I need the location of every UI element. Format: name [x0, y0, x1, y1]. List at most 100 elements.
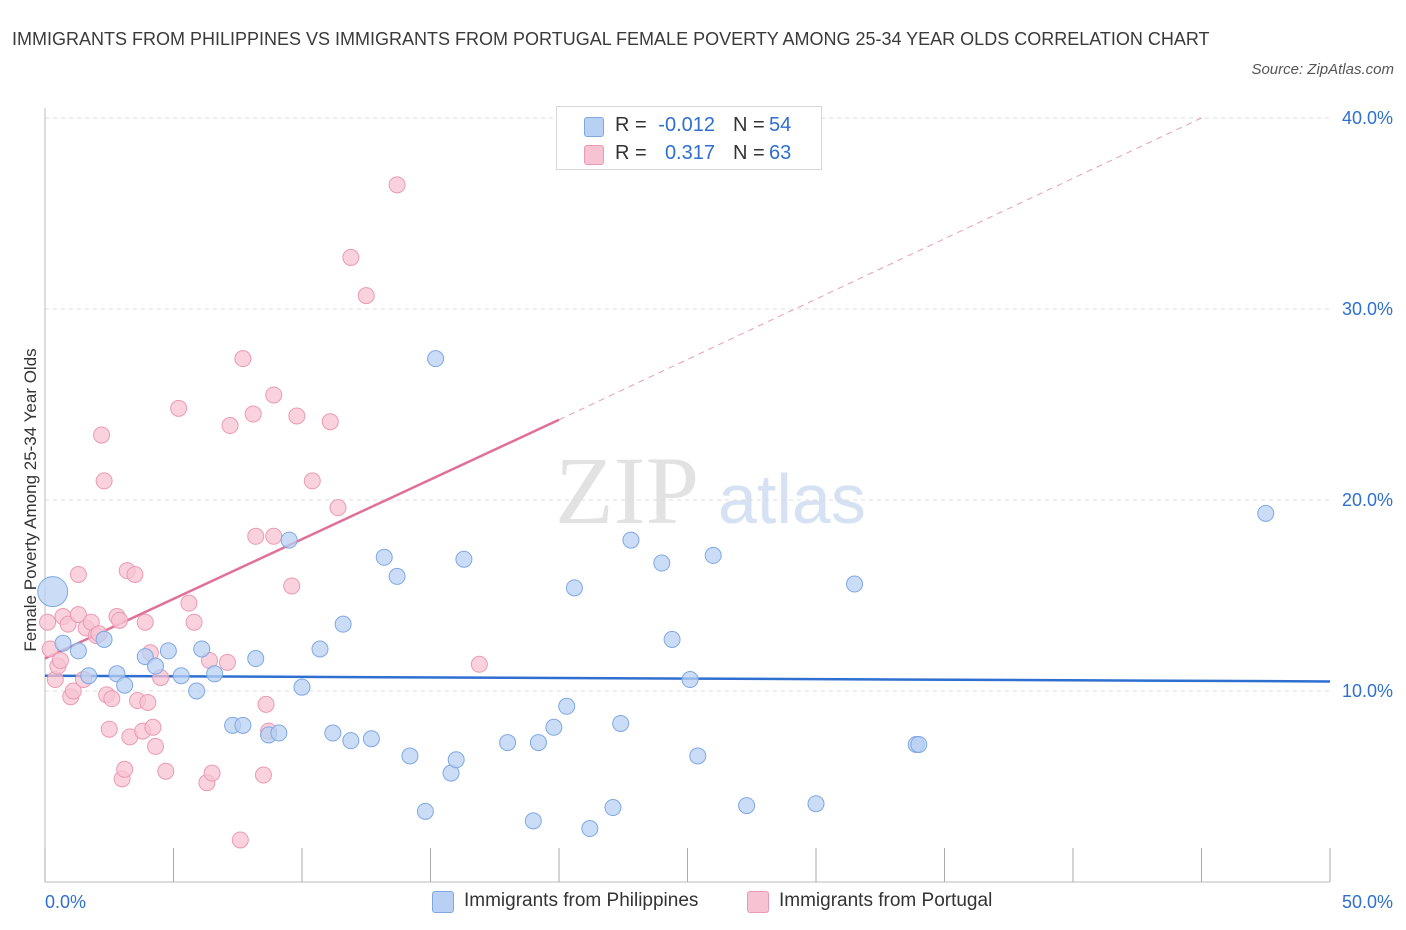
n-label: N =: [733, 142, 765, 164]
point-philippines: [311, 640, 329, 658]
point-portugal: [247, 527, 265, 545]
point-philippines: [499, 734, 517, 752]
watermark: ZIP atlas: [555, 437, 866, 544]
n-value: 54: [769, 114, 792, 136]
point-portugal: [69, 606, 87, 624]
point-philippines: [159, 642, 177, 660]
point-philippines: [846, 575, 864, 593]
point-philippines: [689, 747, 707, 765]
r-value: 0.317: [664, 142, 715, 164]
point-philippines: [545, 718, 563, 736]
point-philippines: [172, 667, 190, 685]
portugal-legend-swatch: [747, 891, 769, 913]
point-portugal: [111, 611, 129, 629]
point-philippines: [375, 548, 393, 566]
point-portugal: [470, 655, 488, 673]
point-philippines: [80, 667, 98, 685]
point-philippines: [188, 682, 206, 700]
point-philippines: [416, 802, 434, 820]
y-tick-label: 20.0%: [1342, 490, 1393, 510]
point-philippines: [1257, 504, 1275, 522]
point-portugal: [303, 472, 321, 490]
point-philippines: [293, 678, 311, 696]
point-portugal: [265, 527, 283, 545]
point-philippines: [738, 797, 756, 815]
watermark-atlas: atlas: [718, 460, 866, 538]
point-portugal: [144, 718, 162, 736]
point-portugal: [69, 565, 87, 583]
point-philippines: [704, 546, 722, 564]
point-portugal: [136, 613, 154, 631]
portugal-swatch: [584, 145, 604, 165]
axes: [44, 108, 1331, 883]
point-philippines: [581, 820, 599, 838]
point-portugal: [39, 613, 57, 631]
stats-row-philippines: R = -0.012 N = 54: [557, 111, 821, 139]
point-philippines: [234, 716, 252, 734]
point-portugal: [342, 248, 360, 266]
data-points: [37, 176, 1275, 849]
point-portugal: [254, 766, 272, 784]
y-tick-label: 10.0%: [1342, 681, 1393, 701]
point-portugal: [185, 613, 203, 631]
n-label: N =: [733, 114, 765, 136]
point-portugal: [283, 577, 301, 595]
point-philippines: [612, 714, 630, 732]
x-tick-label: 50.0%: [1342, 892, 1393, 912]
series-legend: Immigrants from Philippines Immigrants f…: [0, 888, 1406, 916]
point-philippines: [247, 650, 265, 668]
point-portugal: [139, 693, 157, 711]
y-tick-label: 30.0%: [1342, 299, 1393, 319]
point-philippines: [663, 630, 681, 648]
point-philippines: [342, 732, 360, 750]
point-philippines: [604, 799, 622, 817]
stats-row-portugal: R = 0.317 N = 63: [557, 139, 821, 167]
point-portugal: [234, 350, 252, 368]
point-philippines: [565, 579, 583, 597]
point-philippines: [558, 697, 576, 715]
point-portugal: [265, 386, 283, 404]
r-label: R =: [615, 142, 647, 164]
point-philippines: [280, 531, 298, 549]
point-portugal: [218, 653, 236, 671]
point-portugal: [231, 831, 249, 849]
point-philippines: [622, 531, 640, 549]
point-philippines: [447, 751, 465, 769]
n-value: 63: [769, 142, 792, 164]
point-portugal: [100, 720, 118, 738]
point-philippines: [807, 795, 825, 813]
point-portugal: [93, 426, 111, 444]
trend-extension-portugal: [558, 117, 1202, 421]
philippines-swatch: [584, 117, 604, 137]
point-portugal: [103, 690, 121, 708]
point-philippines: [388, 567, 406, 585]
point-portugal: [388, 176, 406, 194]
watermark-zip: ZIP: [555, 437, 699, 544]
point-philippines: [54, 634, 72, 652]
point-portugal: [157, 762, 175, 780]
point-philippines: [529, 734, 547, 752]
grid-lines: [45, 117, 1330, 692]
y-axis-title: Female Poverty Among 25-34 Year Olds: [21, 348, 40, 651]
trend-line-portugal: [44, 418, 560, 660]
point-portugal: [126, 565, 144, 583]
point-portugal: [180, 594, 198, 612]
point-portugal: [288, 407, 306, 425]
point-philippines: [324, 724, 342, 742]
point-portugal: [244, 405, 262, 423]
point-portugal: [257, 695, 275, 713]
legend-label-portugal: Immigrants from Portugal: [779, 890, 993, 911]
source-label: Source: ZipAtlas.com: [1251, 61, 1394, 78]
point-philippines: [270, 724, 288, 742]
point-portugal: [95, 472, 113, 490]
point-philippines: [206, 665, 224, 683]
point-philippines: [362, 730, 380, 748]
r-value: -0.012: [658, 114, 715, 136]
point-portugal: [321, 413, 339, 431]
point-philippines: [910, 735, 928, 753]
point-philippines: [37, 576, 69, 608]
point-portugal: [51, 651, 69, 669]
point-philippines: [524, 812, 542, 830]
point-philippines: [334, 615, 352, 633]
